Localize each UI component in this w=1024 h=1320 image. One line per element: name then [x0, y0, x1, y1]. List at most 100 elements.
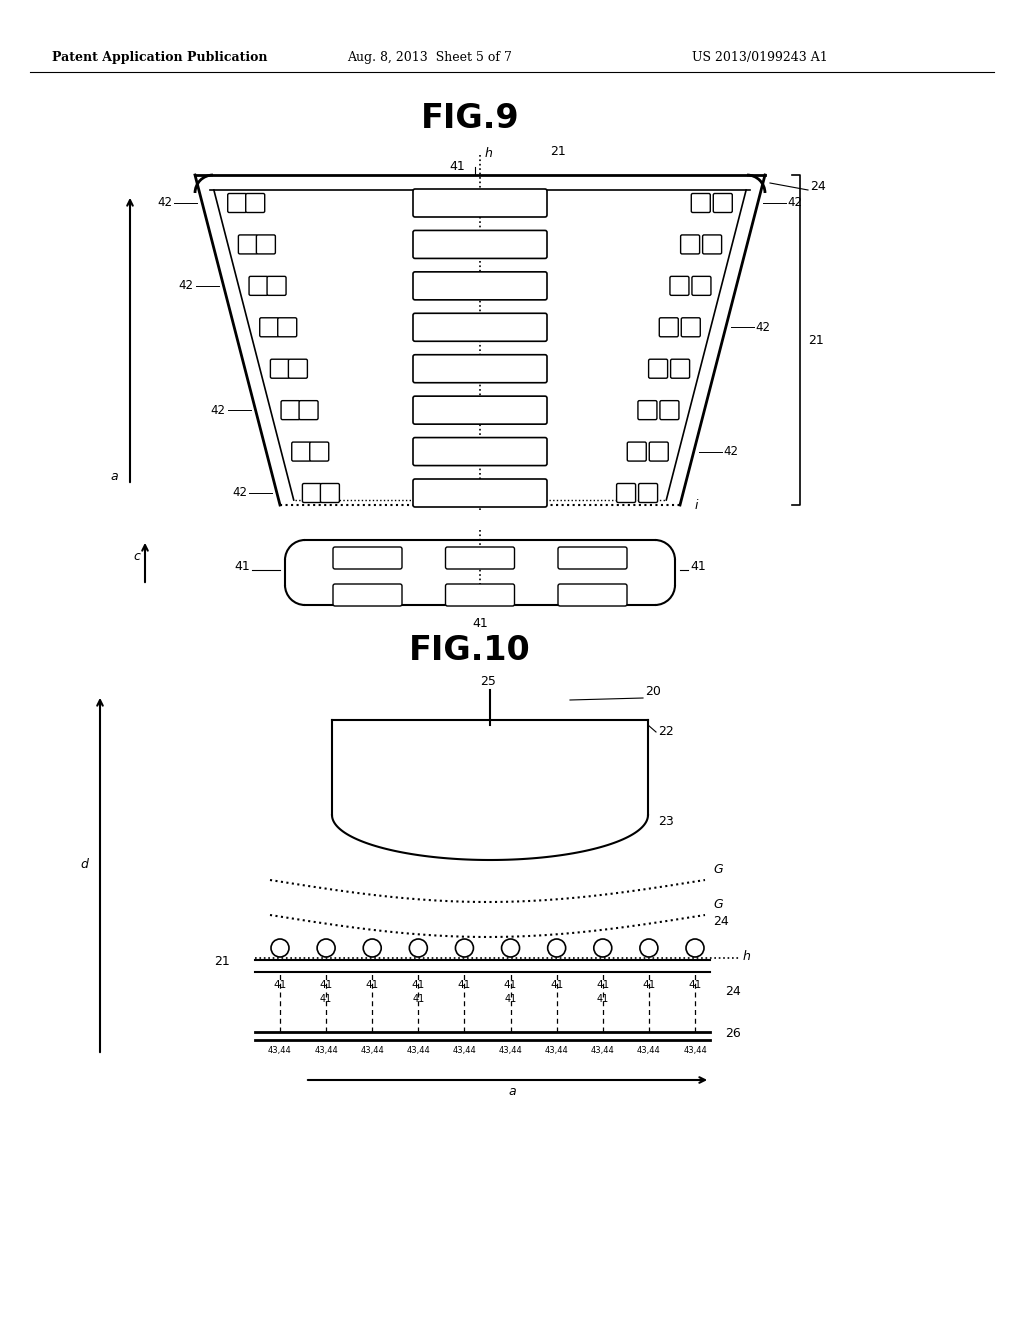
Text: 21: 21 [550, 145, 565, 158]
Text: 24: 24 [810, 180, 825, 193]
Text: 41: 41 [597, 994, 609, 1005]
FancyBboxPatch shape [281, 401, 300, 420]
Text: 41: 41 [504, 979, 517, 990]
Text: 41: 41 [688, 979, 701, 990]
Text: G: G [713, 898, 723, 911]
Circle shape [502, 939, 519, 957]
Circle shape [686, 939, 705, 957]
FancyBboxPatch shape [692, 276, 711, 296]
Text: 25: 25 [480, 675, 496, 688]
Text: Patent Application Publication: Patent Application Publication [52, 51, 267, 65]
FancyBboxPatch shape [278, 318, 297, 337]
Text: 41: 41 [273, 979, 287, 990]
FancyBboxPatch shape [413, 479, 547, 507]
Text: 26: 26 [725, 1027, 740, 1040]
FancyBboxPatch shape [671, 359, 689, 379]
FancyBboxPatch shape [691, 194, 711, 213]
FancyBboxPatch shape [639, 483, 657, 503]
FancyBboxPatch shape [333, 583, 402, 606]
Circle shape [410, 939, 427, 957]
Text: 20: 20 [645, 685, 660, 698]
FancyBboxPatch shape [246, 194, 265, 213]
Text: 43,44: 43,44 [637, 1045, 660, 1055]
Text: 41: 41 [690, 560, 706, 573]
FancyBboxPatch shape [558, 583, 627, 606]
Circle shape [594, 939, 611, 957]
FancyBboxPatch shape [413, 355, 547, 383]
Text: 21: 21 [214, 954, 230, 968]
Text: 41: 41 [450, 160, 465, 173]
Text: h: h [743, 950, 751, 964]
Text: 41: 41 [550, 979, 563, 990]
Text: FIG.9: FIG.9 [421, 102, 519, 135]
FancyBboxPatch shape [413, 313, 547, 342]
FancyBboxPatch shape [267, 276, 286, 296]
Text: 42: 42 [211, 404, 225, 417]
FancyBboxPatch shape [670, 276, 689, 296]
Text: 43,44: 43,44 [360, 1045, 384, 1055]
Text: 43,44: 43,44 [453, 1045, 476, 1055]
Text: 21: 21 [808, 334, 823, 346]
Text: 42: 42 [756, 321, 771, 334]
Circle shape [271, 939, 289, 957]
FancyBboxPatch shape [628, 442, 646, 461]
FancyBboxPatch shape [659, 318, 678, 337]
FancyBboxPatch shape [302, 483, 322, 503]
Text: G: G [713, 863, 723, 876]
FancyBboxPatch shape [249, 276, 268, 296]
FancyBboxPatch shape [299, 401, 318, 420]
FancyBboxPatch shape [681, 318, 700, 337]
Text: a: a [111, 470, 118, 483]
Text: 41: 41 [319, 979, 333, 990]
Text: h: h [485, 147, 493, 160]
FancyBboxPatch shape [270, 359, 290, 379]
Text: 43,44: 43,44 [499, 1045, 522, 1055]
Text: 41: 41 [505, 994, 517, 1005]
FancyBboxPatch shape [702, 235, 722, 253]
Text: Aug. 8, 2013  Sheet 5 of 7: Aug. 8, 2013 Sheet 5 of 7 [347, 51, 512, 65]
FancyBboxPatch shape [413, 437, 547, 466]
Text: 42: 42 [231, 487, 247, 499]
FancyBboxPatch shape [648, 359, 668, 379]
Text: 41: 41 [458, 979, 471, 990]
Text: 23: 23 [658, 814, 674, 828]
FancyBboxPatch shape [445, 583, 514, 606]
Text: 43,44: 43,44 [314, 1045, 338, 1055]
FancyBboxPatch shape [321, 483, 339, 503]
Circle shape [456, 939, 473, 957]
Text: i: i [695, 499, 698, 512]
Text: 41: 41 [366, 979, 379, 990]
FancyBboxPatch shape [413, 189, 547, 216]
FancyBboxPatch shape [292, 442, 310, 461]
Text: 41: 41 [642, 979, 655, 990]
Text: 41: 41 [596, 979, 609, 990]
Circle shape [364, 939, 381, 957]
Text: 43,44: 43,44 [407, 1045, 430, 1055]
FancyBboxPatch shape [558, 546, 627, 569]
Text: 24: 24 [713, 915, 729, 928]
Text: 42: 42 [178, 280, 194, 292]
Text: 42: 42 [158, 197, 172, 210]
Text: 42: 42 [724, 445, 738, 458]
FancyBboxPatch shape [413, 396, 547, 424]
Circle shape [317, 939, 335, 957]
FancyBboxPatch shape [260, 318, 279, 337]
FancyBboxPatch shape [649, 442, 669, 461]
FancyBboxPatch shape [333, 546, 402, 569]
FancyBboxPatch shape [413, 231, 547, 259]
Text: 41: 41 [472, 616, 487, 630]
FancyBboxPatch shape [681, 235, 699, 253]
Text: US 2013/0199243 A1: US 2013/0199243 A1 [692, 51, 827, 65]
Text: 41: 41 [412, 979, 425, 990]
Text: 24: 24 [725, 985, 740, 998]
FancyBboxPatch shape [227, 194, 247, 213]
Text: 43,44: 43,44 [683, 1045, 707, 1055]
Text: 41: 41 [413, 994, 425, 1005]
FancyBboxPatch shape [309, 442, 329, 461]
FancyBboxPatch shape [638, 401, 657, 420]
Text: 41: 41 [319, 994, 332, 1005]
FancyBboxPatch shape [413, 272, 547, 300]
Circle shape [548, 939, 565, 957]
FancyBboxPatch shape [659, 401, 679, 420]
FancyBboxPatch shape [289, 359, 307, 379]
